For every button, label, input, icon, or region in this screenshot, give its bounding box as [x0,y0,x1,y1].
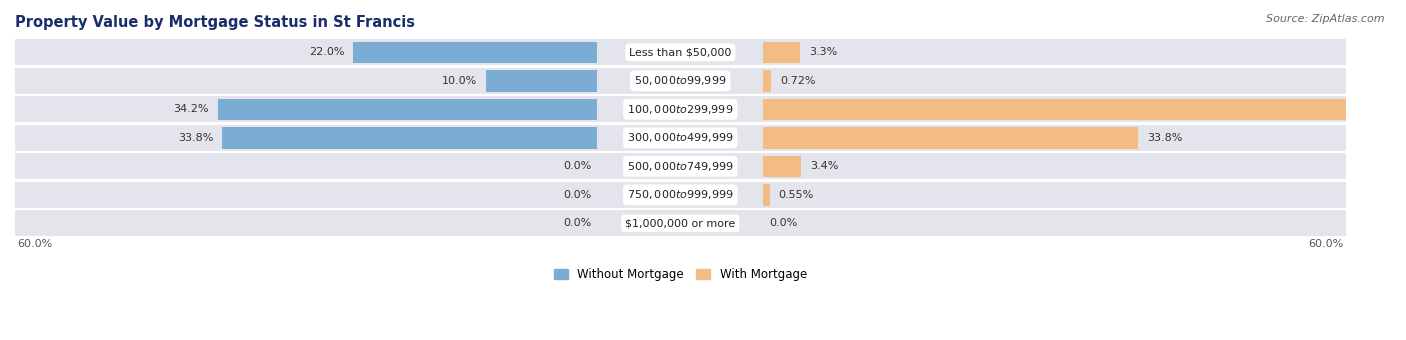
Text: 0.0%: 0.0% [564,190,592,200]
Text: 33.8%: 33.8% [1147,133,1182,143]
Text: Property Value by Mortgage Status in St Francis: Property Value by Mortgage Status in St … [15,15,415,30]
Text: 3.3%: 3.3% [808,47,837,57]
Text: 60.0%: 60.0% [17,239,52,249]
Bar [222,127,598,149]
Bar [486,70,598,91]
Bar [15,153,1346,180]
Text: 0.0%: 0.0% [564,218,592,228]
Legend: Without Mortgage, With Mortgage: Without Mortgage, With Mortgage [550,264,811,286]
Text: 22.0%: 22.0% [309,47,344,57]
Bar [763,99,1406,120]
Text: $1,000,000 or more: $1,000,000 or more [626,218,735,228]
Text: 0.72%: 0.72% [780,76,815,86]
Text: $750,000 to $999,999: $750,000 to $999,999 [627,188,734,201]
Bar [15,182,1346,208]
Text: Source: ZipAtlas.com: Source: ZipAtlas.com [1267,14,1385,23]
Text: $50,000 to $99,999: $50,000 to $99,999 [634,74,727,87]
Bar [353,42,598,63]
Text: 0.0%: 0.0% [564,161,592,171]
Text: 10.0%: 10.0% [441,76,478,86]
Text: $300,000 to $499,999: $300,000 to $499,999 [627,131,734,144]
Bar [763,70,772,91]
Bar [763,42,800,63]
Bar [15,68,1346,94]
Text: $100,000 to $299,999: $100,000 to $299,999 [627,103,734,116]
Bar [763,127,1139,149]
Bar [15,96,1346,122]
Bar [763,184,769,205]
Text: 60.0%: 60.0% [1308,239,1343,249]
Bar [763,156,801,177]
Text: 58.3%: 58.3% [1362,104,1400,114]
Bar [15,125,1346,151]
Text: 33.8%: 33.8% [179,133,214,143]
Text: 0.55%: 0.55% [779,190,814,200]
Text: 34.2%: 34.2% [173,104,209,114]
Text: $500,000 to $749,999: $500,000 to $749,999 [627,160,734,173]
Text: 0.0%: 0.0% [769,218,797,228]
Bar [218,99,598,120]
Bar [15,39,1346,66]
Text: 3.4%: 3.4% [810,161,838,171]
Text: Less than $50,000: Less than $50,000 [628,47,731,57]
Bar [15,210,1346,236]
